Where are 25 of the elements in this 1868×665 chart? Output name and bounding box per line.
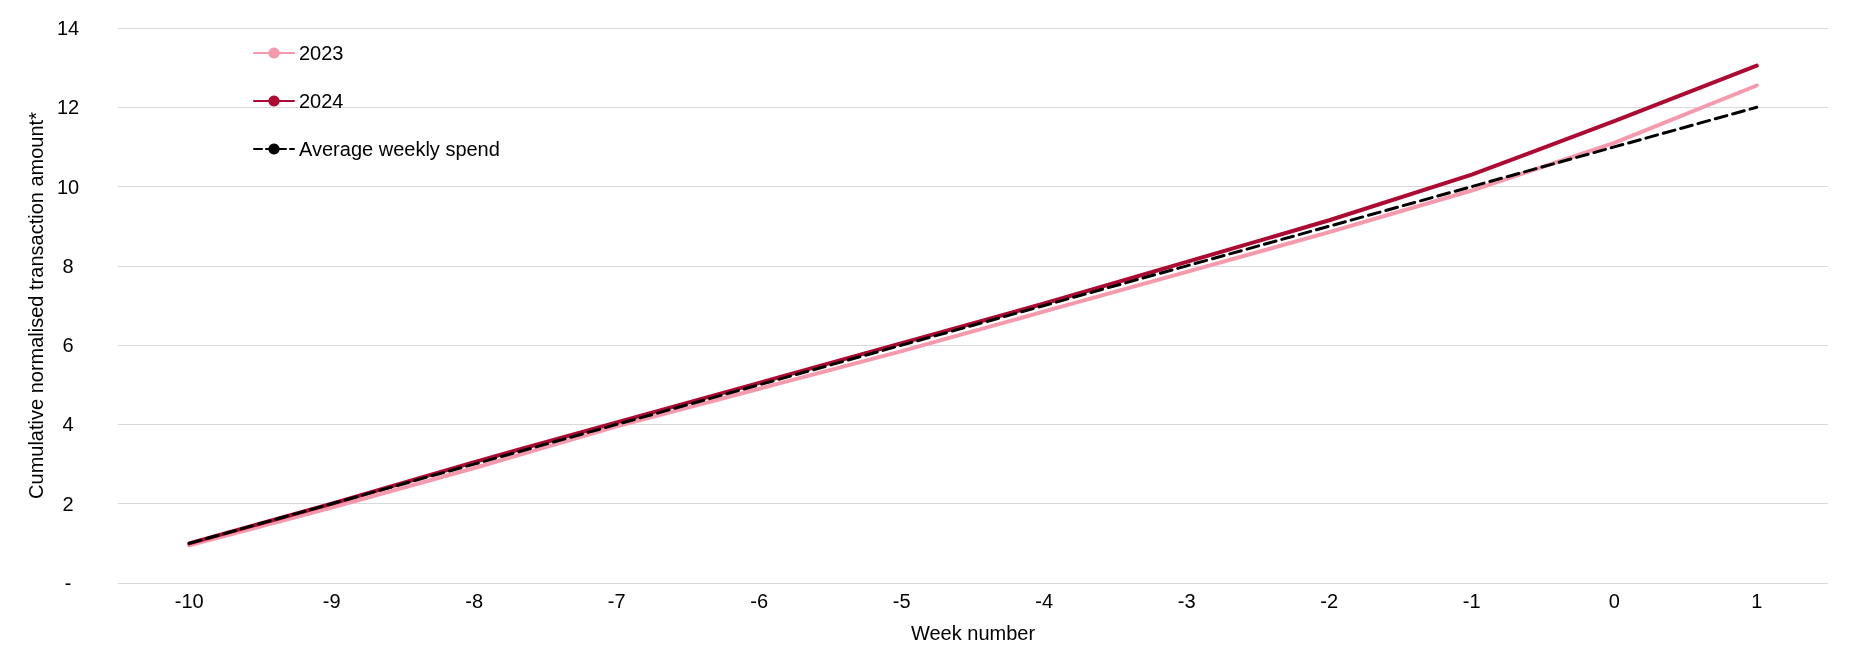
x-tick-label: -7 <box>607 590 626 612</box>
y-tick-label: - <box>64 572 72 594</box>
x-tick-label: 1 <box>1751 590 1763 612</box>
x-tick-label: -8 <box>465 590 484 612</box>
y-tick-label: 10 <box>56 175 80 198</box>
x-axis-title: Week number <box>910 622 1036 644</box>
y-tick-label: 14 <box>56 17 80 39</box>
x-tick-label: -3 <box>1177 590 1196 612</box>
legend-label: Average weekly spend <box>299 138 500 160</box>
x-tick-label: -4 <box>1035 590 1054 612</box>
x-tick-label: 0 <box>1608 590 1620 612</box>
y-tick-label: 8 <box>62 254 74 277</box>
legend-label: 2024 <box>299 90 344 112</box>
y-tick-label: 6 <box>62 334 74 357</box>
legend-label: 2023 <box>299 42 344 64</box>
y-tick-label: 2 <box>62 492 74 515</box>
x-tick-label: -5 <box>892 590 911 612</box>
y-tick-label: 4 <box>62 413 74 436</box>
x-tick-label: -10 <box>174 590 204 612</box>
x-tick-label: -6 <box>750 590 769 612</box>
y-axis-title: Cumulative normalised transaction amount* <box>24 111 47 499</box>
x-tick-label: -9 <box>322 590 341 612</box>
x-tick-label: -1 <box>1462 590 1481 612</box>
x-tick-label: -2 <box>1320 590 1339 612</box>
y-tick-label: 12 <box>56 96 80 119</box>
